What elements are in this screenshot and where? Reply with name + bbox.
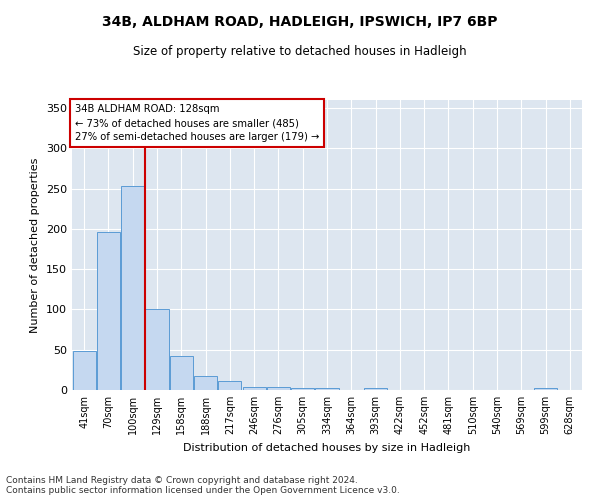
Text: Contains HM Land Registry data © Crown copyright and database right 2024.
Contai: Contains HM Land Registry data © Crown c… bbox=[6, 476, 400, 495]
Bar bbox=[218, 381, 241, 390]
Bar bbox=[291, 388, 314, 390]
Bar bbox=[242, 387, 266, 390]
Text: 34B ALDHAM ROAD: 128sqm
← 73% of detached houses are smaller (485)
27% of semi-d: 34B ALDHAM ROAD: 128sqm ← 73% of detache… bbox=[74, 104, 319, 142]
Bar bbox=[534, 388, 557, 390]
Bar bbox=[97, 232, 120, 390]
Bar bbox=[121, 186, 144, 390]
Y-axis label: Number of detached properties: Number of detached properties bbox=[31, 158, 40, 332]
Text: Size of property relative to detached houses in Hadleigh: Size of property relative to detached ho… bbox=[133, 45, 467, 58]
Bar bbox=[73, 350, 95, 390]
Bar bbox=[267, 387, 290, 390]
Bar bbox=[145, 308, 169, 390]
Bar bbox=[316, 388, 338, 390]
Bar bbox=[194, 376, 217, 390]
X-axis label: Distribution of detached houses by size in Hadleigh: Distribution of detached houses by size … bbox=[184, 442, 470, 452]
Text: 34B, ALDHAM ROAD, HADLEIGH, IPSWICH, IP7 6BP: 34B, ALDHAM ROAD, HADLEIGH, IPSWICH, IP7… bbox=[102, 15, 498, 29]
Bar bbox=[364, 388, 387, 390]
Bar bbox=[170, 356, 193, 390]
